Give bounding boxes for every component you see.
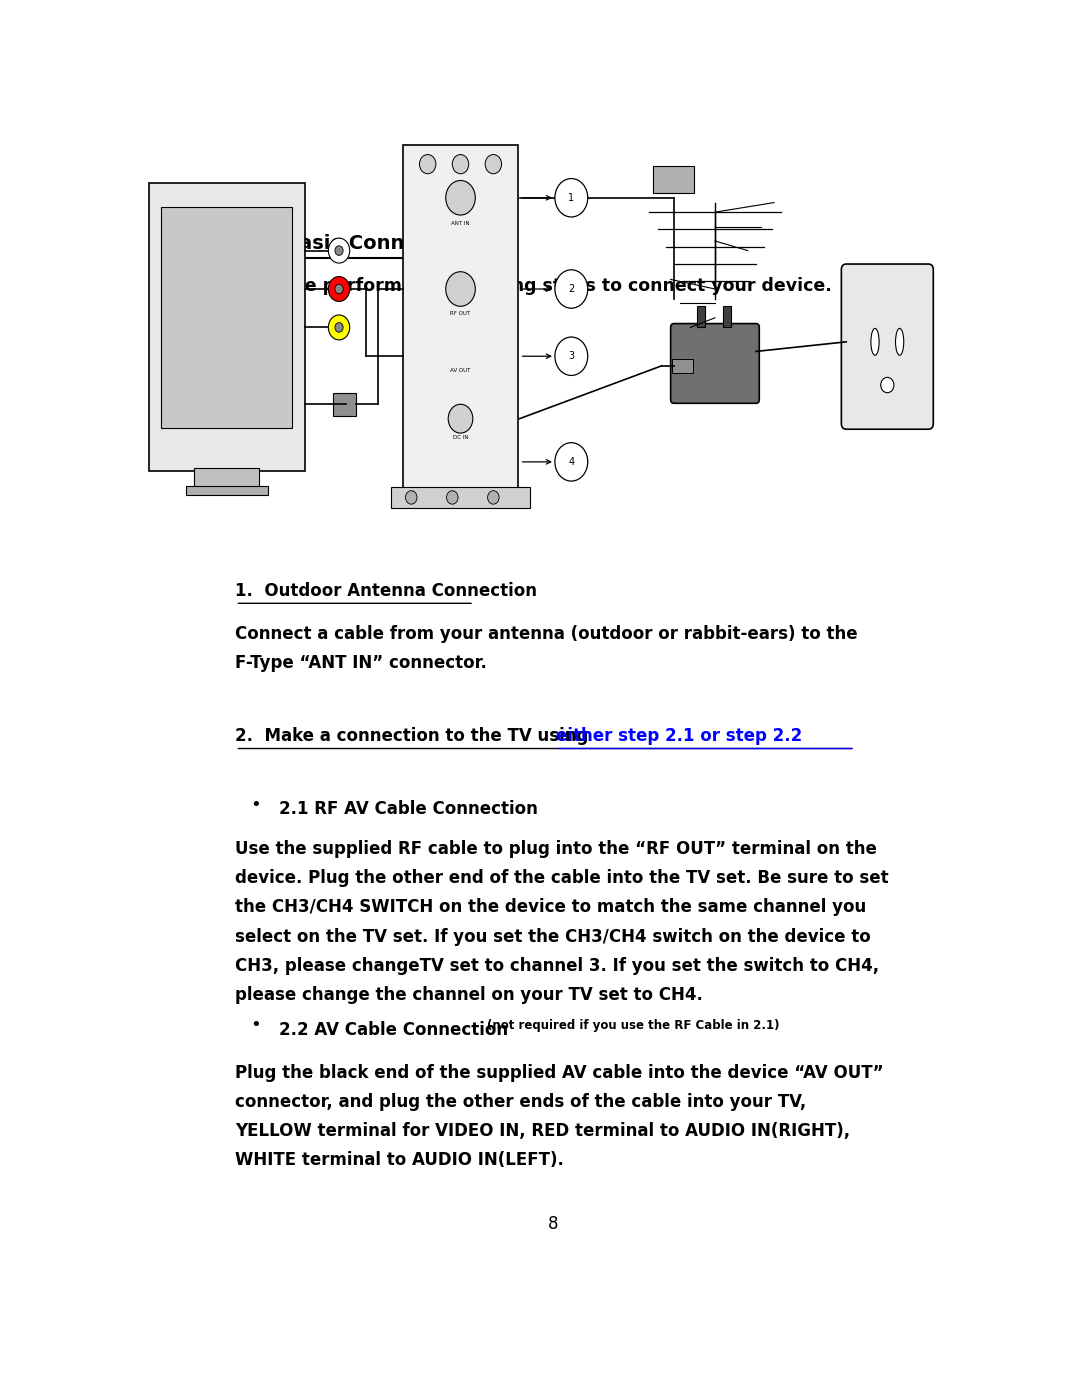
Text: Plug the black end of the supplied AV cable into the device “AV OUT”
connector, : Plug the black end of the supplied AV ca… — [235, 1063, 885, 1169]
Text: RF OUT: RF OUT — [450, 310, 471, 316]
Circle shape — [328, 237, 350, 263]
Text: 2.2 AV Cable Connection: 2.2 AV Cable Connection — [279, 1021, 514, 1038]
FancyBboxPatch shape — [391, 486, 530, 509]
FancyBboxPatch shape — [149, 183, 305, 472]
FancyBboxPatch shape — [193, 468, 259, 489]
Circle shape — [335, 284, 343, 293]
Text: Please perform the following steps to connect your device.: Please perform the following steps to co… — [253, 278, 832, 295]
FancyBboxPatch shape — [334, 393, 356, 416]
FancyBboxPatch shape — [186, 486, 268, 496]
Text: 3: 3 — [568, 351, 575, 362]
Text: 2.  Make a connection to the TV using: 2. Make a connection to the TV using — [235, 726, 595, 745]
Circle shape — [446, 180, 475, 215]
Circle shape — [328, 314, 350, 339]
Circle shape — [335, 246, 343, 256]
Text: AV OUT: AV OUT — [450, 369, 471, 373]
Text: 1.  Outdoor Antenna Connection: 1. Outdoor Antenna Connection — [235, 581, 538, 599]
Circle shape — [453, 155, 469, 173]
Circle shape — [419, 155, 436, 173]
FancyBboxPatch shape — [672, 359, 692, 373]
Circle shape — [485, 155, 501, 173]
Ellipse shape — [895, 328, 904, 355]
Circle shape — [555, 270, 588, 309]
Text: Use the supplied RF cable to plug into the “RF OUT” terminal on the
device. Plug: Use the supplied RF cable to plug into t… — [235, 840, 889, 1004]
FancyBboxPatch shape — [724, 306, 731, 327]
Text: Connect a cable from your antenna (outdoor or rabbit-ears) to the
F-Type “ANT IN: Connect a cable from your antenna (outdo… — [235, 624, 859, 672]
Text: 6-2. Basic Connection: 6-2. Basic Connection — [235, 235, 473, 253]
Text: 2.1 RF AV Cable Connection: 2.1 RF AV Cable Connection — [279, 800, 538, 819]
FancyBboxPatch shape — [403, 145, 518, 490]
Text: 2: 2 — [568, 284, 575, 293]
FancyBboxPatch shape — [697, 306, 705, 327]
Circle shape — [405, 490, 417, 504]
FancyBboxPatch shape — [671, 324, 759, 404]
Text: •: • — [251, 796, 261, 814]
Circle shape — [328, 277, 350, 302]
Ellipse shape — [870, 328, 879, 355]
FancyBboxPatch shape — [841, 264, 933, 429]
Circle shape — [555, 443, 588, 481]
FancyBboxPatch shape — [161, 207, 293, 429]
Text: either step 2.1 or step 2.2: either step 2.1 or step 2.2 — [556, 726, 802, 745]
Circle shape — [446, 490, 458, 504]
Text: DC IN: DC IN — [453, 436, 469, 440]
Circle shape — [448, 404, 473, 433]
FancyBboxPatch shape — [653, 166, 694, 193]
Circle shape — [335, 323, 343, 332]
Text: (not required if you use the RF Cable in 2.1): (not required if you use the RF Cable in… — [486, 1018, 779, 1031]
Text: 4: 4 — [568, 457, 575, 467]
Text: 1: 1 — [568, 193, 575, 203]
Circle shape — [446, 271, 475, 306]
Text: 8: 8 — [549, 1215, 558, 1234]
Circle shape — [881, 377, 894, 393]
Circle shape — [487, 490, 499, 504]
Circle shape — [555, 179, 588, 217]
Text: ANT IN: ANT IN — [451, 221, 470, 226]
Circle shape — [555, 337, 588, 376]
Text: •: • — [251, 1017, 261, 1034]
